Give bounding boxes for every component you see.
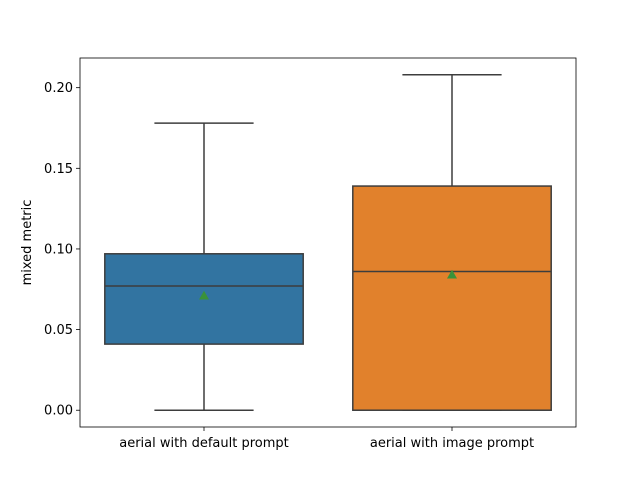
box-0 — [104, 122, 304, 411]
mean-marker-1 — [447, 269, 457, 279]
x-axis: aerial with default prompt aerial with im… — [119, 427, 534, 451]
y-axis: 0.00 0.05 0.10 0.15 0.20 — [44, 81, 80, 419]
y-tick-label-0: 0.00 — [44, 404, 73, 419]
y-tick-label-4: 0.20 — [44, 81, 73, 96]
x-tick-label-1: aerial with image prompt — [370, 436, 534, 451]
y-tick-label-1: 0.05 — [44, 323, 73, 338]
iqr-box-1 — [352, 185, 552, 411]
x-tick-label-0: aerial with default prompt — [119, 436, 289, 451]
mean-marker-0 — [199, 290, 209, 300]
boxes — [104, 74, 552, 411]
box-1 — [352, 74, 552, 411]
y-tick-label-3: 0.15 — [44, 162, 73, 177]
plot-frame — [79, 57, 577, 428]
y-tick-label-2: 0.10 — [44, 242, 73, 257]
y-axis-label: mixed metric — [20, 200, 35, 286]
